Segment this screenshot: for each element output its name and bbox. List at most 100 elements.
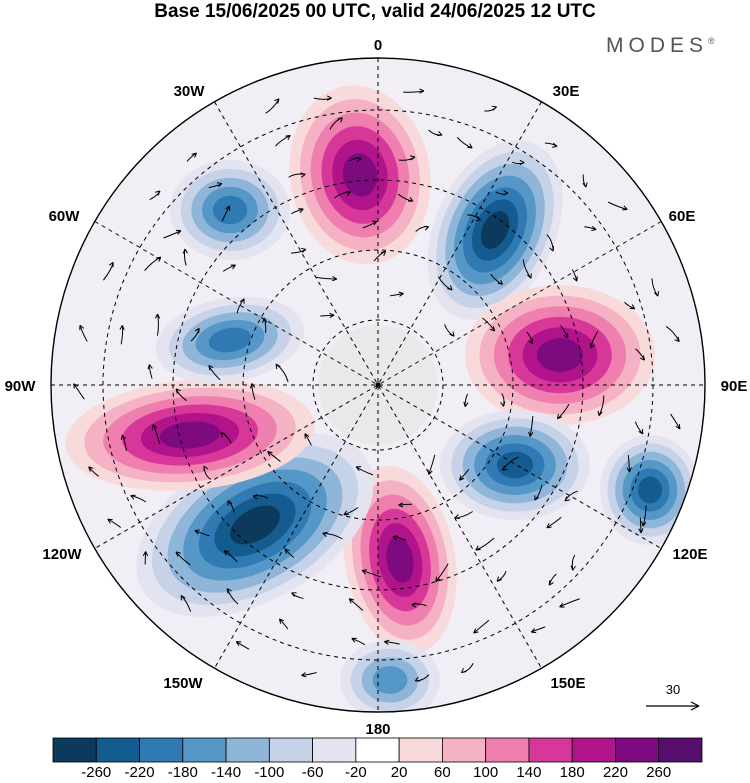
map-border: [50, 57, 706, 713]
wind-arrow: [186, 152, 197, 162]
colorbar-swatch: [485, 737, 530, 763]
lon-label-90w: 90W: [5, 378, 37, 395]
wind-arrow: [398, 155, 416, 161]
wind-arrow: [638, 517, 644, 534]
colorbar-swatch: [95, 737, 140, 763]
wind-arrow: [144, 256, 162, 272]
lon-label-180: 180: [365, 721, 390, 738]
colorbar-tick-label: -60: [301, 764, 324, 781]
wind-arrow: [250, 383, 256, 400]
wind-arrow: [329, 117, 343, 130]
wind-arrow: [275, 363, 289, 382]
wind-arrow: [316, 276, 338, 282]
wind-arrow: [284, 548, 295, 558]
colorbar-tick-label: -220: [124, 764, 155, 781]
colorbar-tick-label: -100: [254, 764, 285, 781]
wind-arrow: [548, 573, 557, 586]
wind-arrow: [665, 325, 680, 343]
lon-label-0: 0: [374, 37, 382, 54]
colorbar: [52, 737, 703, 763]
wind-arrow: [322, 531, 343, 540]
colorbar-tick-label: 20: [390, 764, 408, 781]
anomaly-field: [65, 85, 700, 712]
wind-arrow: [149, 190, 161, 201]
wind-arrow: [522, 259, 532, 279]
colorbar-tick-label: -140: [211, 764, 242, 781]
lon-label-150e: 150E: [550, 675, 585, 692]
wind-arrow: [589, 331, 598, 349]
wind-arrow: [361, 569, 381, 578]
wind-arrow: [570, 554, 576, 571]
modes-logo: MODES®: [606, 34, 715, 58]
colorbar-swatch: [52, 737, 97, 763]
wind-arrow: [544, 142, 558, 148]
wind-arrow: [460, 662, 474, 674]
wind-arrow: [635, 348, 646, 361]
lon-label-30e: 30E: [553, 83, 580, 100]
wind-arrow: [180, 594, 192, 612]
wind-arrow: [291, 208, 304, 215]
wind-arrow: [428, 129, 443, 137]
colorbar-swatch: [268, 737, 314, 763]
wind-arrow: [262, 317, 268, 333]
wind-arrow: [278, 618, 289, 630]
wind-arrow: [163, 229, 182, 239]
wind-arrow: [526, 331, 534, 345]
wind-arrow: [194, 529, 210, 537]
wind-arrow: [651, 278, 660, 297]
wind-arrow: [626, 455, 632, 473]
wind-arrow: [528, 416, 534, 437]
wind-arrow: [291, 592, 304, 599]
wind-arrow: [120, 434, 127, 451]
wind-arrow: [236, 298, 245, 314]
wind-arrow: [348, 598, 364, 611]
wind-arrow: [79, 324, 88, 342]
wind-arrow: [559, 598, 580, 608]
colorbar-tick-label: -180: [167, 764, 198, 781]
colorbar-tick-label: 60: [434, 764, 451, 781]
wind-arrow: [208, 365, 221, 381]
wind-arrow: [624, 301, 636, 310]
wind-arrow: [384, 639, 400, 645]
wind-arrow: [107, 518, 122, 528]
wind-arrow: [73, 383, 85, 400]
wind-arrow: [373, 250, 387, 262]
wind-arrow: [265, 98, 280, 114]
wind-arrow: [463, 393, 469, 408]
colorbar-swatch: [528, 737, 573, 763]
wind-arrow: [288, 172, 306, 178]
map-disk: [51, 58, 705, 712]
wind-arrow: [208, 182, 223, 189]
wind-arrow: [304, 433, 312, 446]
wind-arrow: [301, 672, 317, 678]
wind-arrow: [398, 502, 412, 508]
wind-arrow: [220, 431, 232, 444]
wind-arrow: [154, 313, 161, 336]
wind-arrow: [456, 137, 473, 149]
positive-anomaly-100w: [65, 379, 315, 491]
wind-arrow: [444, 324, 455, 337]
wind-arrow: [222, 264, 236, 272]
colorbar-tick-label: 180: [559, 764, 585, 781]
colorbar-tick-label: 140: [516, 764, 542, 781]
wind-arrow: [564, 490, 578, 502]
wind-arrow: [119, 325, 125, 345]
wind-arrow: [411, 602, 427, 608]
colorbar-swatch: [139, 737, 184, 763]
colorbar-tick-label: -260: [81, 764, 112, 781]
wind-arrow: [534, 484, 543, 501]
wind-arrow: [221, 205, 231, 222]
lon-label-60e: 60E: [669, 208, 696, 225]
lon-label-150w: 150W: [163, 675, 203, 692]
colorbar-tick-label: -20: [345, 764, 367, 781]
colorbar-tick-label: 260: [646, 764, 672, 781]
wind-arrow: [389, 291, 404, 297]
wind-arrow: [475, 537, 495, 551]
wind-arrow: [546, 234, 555, 252]
wind-arrow: [227, 500, 235, 513]
wind-arrow: [571, 269, 578, 282]
lon-label-120e: 120E: [672, 546, 707, 563]
wind-arrow: [556, 403, 570, 420]
wind-arrow: [190, 327, 200, 342]
